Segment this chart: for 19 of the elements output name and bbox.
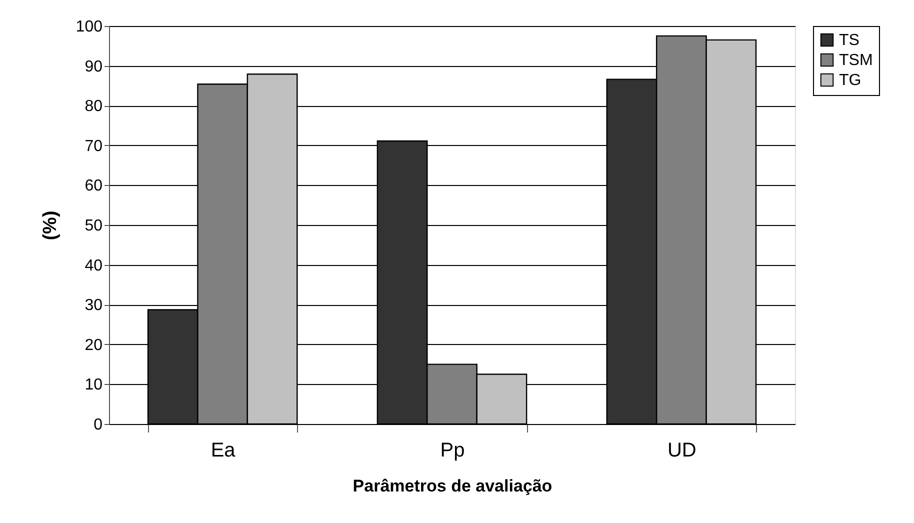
- x-tick-label: Ea: [210, 440, 236, 462]
- y-tick-label: 10: [84, 376, 103, 394]
- y-axis-title: (%): [40, 210, 61, 240]
- y-tick-label: 60: [84, 178, 103, 195]
- y-tick-label: 30: [84, 297, 103, 314]
- y-tick-label: 40: [84, 257, 103, 274]
- legend-label: TG: [839, 72, 862, 89]
- x-axis-title: Parâmetros de avaliação: [352, 476, 552, 496]
- legend-label: TSM: [839, 52, 873, 69]
- legend-label: TS: [839, 32, 860, 49]
- y-tick-label: 80: [84, 98, 103, 116]
- y-tick-label: 20: [84, 336, 103, 354]
- x-tick-label: Pp: [440, 440, 465, 462]
- y-tick-label: 0: [94, 416, 103, 434]
- y-tick-label: 70: [84, 138, 103, 155]
- x-tick-label: UD: [667, 440, 696, 462]
- y-tick-label: 100: [76, 18, 103, 36]
- y-tick-label: 50: [84, 218, 103, 234]
- y-tick-label: 90: [84, 58, 103, 76]
